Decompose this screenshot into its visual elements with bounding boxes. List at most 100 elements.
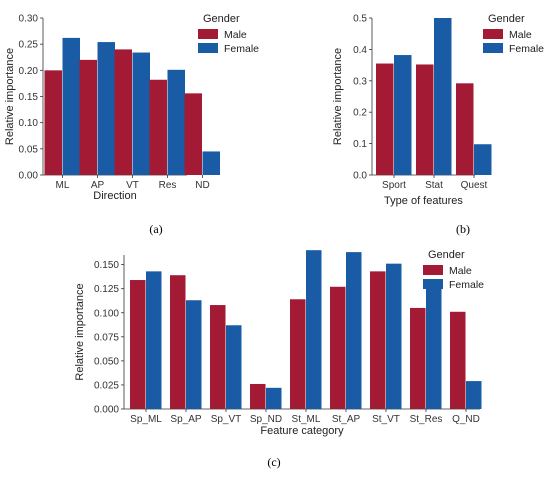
chart-panel-c: 0.000 0.025 0.050 0.075 0.100 0.125 0.150 Sp_ML… [74,249,484,469]
y-tick-label: 0.3 [353,76,367,87]
y-tick-label: 0.000 [94,405,119,416]
bar-female-quest [474,144,492,175]
bar-female-sp_vt [226,325,242,409]
x-tick-label: St_VT [372,414,400,425]
bar-male-vt [114,49,132,175]
y-tick-label: 0.4 [353,45,367,56]
bar-female-sport [394,55,412,175]
bar-male-sport [376,63,394,175]
bar-male-sp_nd [250,383,266,409]
bar-female-sp_nd [266,387,282,409]
x-tick-label: ND [195,180,209,191]
y-tick-label: 0.100 [94,308,119,319]
bar-female-vt [132,52,150,175]
y-tick-label: 0.20 [19,66,39,77]
bar-female-nd [202,151,220,175]
legend-title: Gender [428,249,465,261]
x-tick-label: AP [91,180,105,191]
bar-male-ml [44,70,62,175]
y-axis-title: Relative importance [4,48,16,145]
bar-male-sp_ml [130,280,146,409]
y-tick-label: 0.05 [19,144,39,155]
x-tick-label: Quest [461,180,488,191]
x-tick-label: Sp_AP [170,414,201,425]
y-tick-label: 0.075 [94,332,119,343]
x-tick-label: Stat [425,180,443,191]
legend-swatch-male [483,29,503,39]
legend-label-male: Male [224,29,247,41]
bar-male-nd [184,93,202,175]
bar-male-stat [416,64,434,175]
y-tick-label: 0.00 [19,171,39,182]
legend-swatch-male [198,29,218,39]
bar-female-st_vt [386,263,402,409]
y-tick-label: 0.050 [94,356,119,367]
bar-male-st_res [410,307,426,409]
legend-swatch-male [423,265,443,275]
y-tick-label: 0.150 [94,260,119,271]
legend: Gender Male Female [423,249,484,291]
y-axis-title: Relative importance [332,48,344,145]
x-tick-label: Q_ND [452,414,480,425]
bar-female-res [167,69,185,175]
legend-label-male: Male [449,265,472,277]
y-tick-label: 0.25 [19,40,39,51]
legend-title: Gender [203,13,240,25]
bar-female-st_ap [346,252,362,409]
chart-panel-a: 0.00 0.05 0.10 0.15 0.20 0.25 0.30 ML AP VT Res ND D… [4,13,259,236]
chart-panel-b: 0.0 0.1 0.2 0.3 0.4 0.5 Sport Stat Quest Type of … [332,13,544,236]
x-tick-label: Sp_ML [130,414,162,425]
bar-female-ml [62,37,80,176]
panel-label-c: (c) [267,455,280,469]
legend-label-female: Female [449,279,484,291]
bar-male-q_nd [450,311,466,409]
y-tick-label: 0.2 [353,108,367,119]
legend-title: Gender [488,13,525,25]
legend: Gender Male Female [198,13,259,55]
bar-male-sp_ap [170,275,186,409]
bar-male-res [149,79,167,175]
bar-male-quest [456,83,474,175]
panel-label-a: (a) [149,222,162,236]
y-tick-label: 0.025 [94,380,119,391]
x-tick-label: ML [56,180,70,191]
bar-male-st_ml [290,299,306,409]
legend-label-female: Female [509,43,544,55]
legend-swatch-female [198,43,218,53]
y-axis-title: Relative importance [74,283,86,380]
x-tick-label: Sport [382,180,406,191]
x-axis-title: Feature category [260,425,344,437]
y-tick-label: 0.5 [353,14,367,25]
x-axis-title: Direction [93,190,136,202]
bar-female-st_res [426,288,442,409]
x-tick-label: Sp_VT [211,414,242,425]
y-tick-label: 0.1 [353,139,367,150]
y-tick-label: 0.125 [94,284,119,295]
y-tick-label: 0.30 [19,14,39,25]
x-tick-label: VT [126,180,139,191]
y-tick-label: 0.10 [19,118,39,129]
legend-swatch-female [483,43,503,53]
bar-female-sp_ml [146,271,162,409]
x-axis-title: Type of features [384,195,463,207]
x-tick-label: Sp_ND [250,414,282,425]
bar-male-st_vt [370,271,386,409]
bar-male-st_ap [330,286,346,409]
bar-female-sp_ap [186,300,202,409]
y-tick-label: 0.15 [19,92,39,103]
bar-male-sp_vt [210,305,226,409]
x-tick-label: Res [159,180,177,191]
bar-female-q_nd [466,381,482,409]
x-tick-label: St_ML [292,414,321,425]
bar-female-ap [97,42,115,175]
y-tick-label: 0.0 [353,171,367,182]
legend-label-female: Female [224,43,259,55]
bar-female-st_ml [306,250,322,409]
panel-label-b: (b) [456,222,470,236]
bar-male-ap [79,59,97,175]
bar-female-stat [434,18,452,175]
x-tick-label: St_Res [410,414,443,425]
legend-swatch-female [423,279,443,289]
legend-label-male: Male [509,29,532,41]
